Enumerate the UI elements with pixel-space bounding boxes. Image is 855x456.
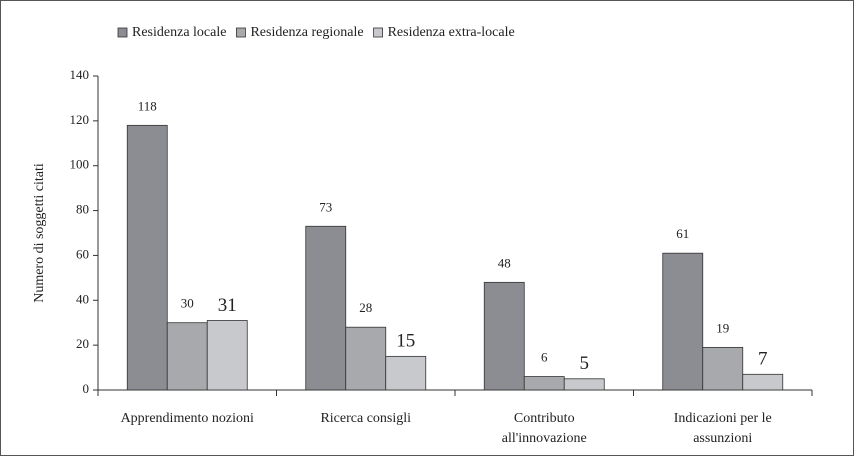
x-tick-label: Apprendimento nozioni	[121, 411, 254, 426]
data-label: 7	[758, 349, 768, 370]
legend-label: Residenza regionale	[250, 25, 363, 40]
data-label: 48	[498, 255, 511, 270]
bar	[345, 326, 387, 391]
data-label: 15	[396, 331, 415, 352]
y-tick-label: 0	[83, 381, 90, 396]
bar	[742, 373, 784, 391]
y-tick-label: 60	[76, 246, 89, 261]
y-tick-label: 40	[76, 291, 89, 306]
data-label: 19	[716, 320, 729, 335]
bar	[166, 322, 208, 391]
bar	[563, 378, 605, 391]
data-label: 31	[218, 295, 237, 316]
legend-swatch	[236, 27, 246, 38]
x-tick-label: Contributo all'innovazione	[502, 411, 587, 446]
y-tick-label: 80	[76, 202, 89, 217]
bar	[206, 320, 248, 391]
legend-label: Residenza locale	[132, 25, 226, 40]
data-label: 5	[580, 353, 590, 374]
data-label: 61	[676, 226, 689, 241]
bar	[662, 252, 704, 391]
y-tick-label: 120	[70, 112, 90, 127]
bar	[385, 355, 427, 391]
bar	[702, 346, 744, 391]
x-tick-label: Ricerca consigli	[320, 411, 411, 426]
legend-swatch	[117, 27, 128, 38]
data-label: 73	[319, 199, 332, 214]
data-label: 118	[138, 98, 157, 113]
y-tick-label: 140	[70, 67, 90, 82]
data-label: 30	[181, 296, 194, 311]
legend-swatch	[373, 27, 383, 38]
bar	[305, 225, 347, 391]
legend-label: Residenza extra-locale	[388, 25, 515, 40]
data-label: 28	[359, 300, 372, 315]
y-tick-label: 20	[76, 336, 89, 351]
y-axis-label: Numero di soggetti citati	[32, 163, 47, 303]
data-label: 6	[541, 350, 548, 365]
x-tick-label: Indicazioni per le assunzioni	[674, 411, 772, 446]
bar	[523, 376, 565, 391]
y-tick-label: 100	[70, 157, 90, 172]
bar	[126, 124, 168, 391]
bar	[483, 281, 525, 391]
